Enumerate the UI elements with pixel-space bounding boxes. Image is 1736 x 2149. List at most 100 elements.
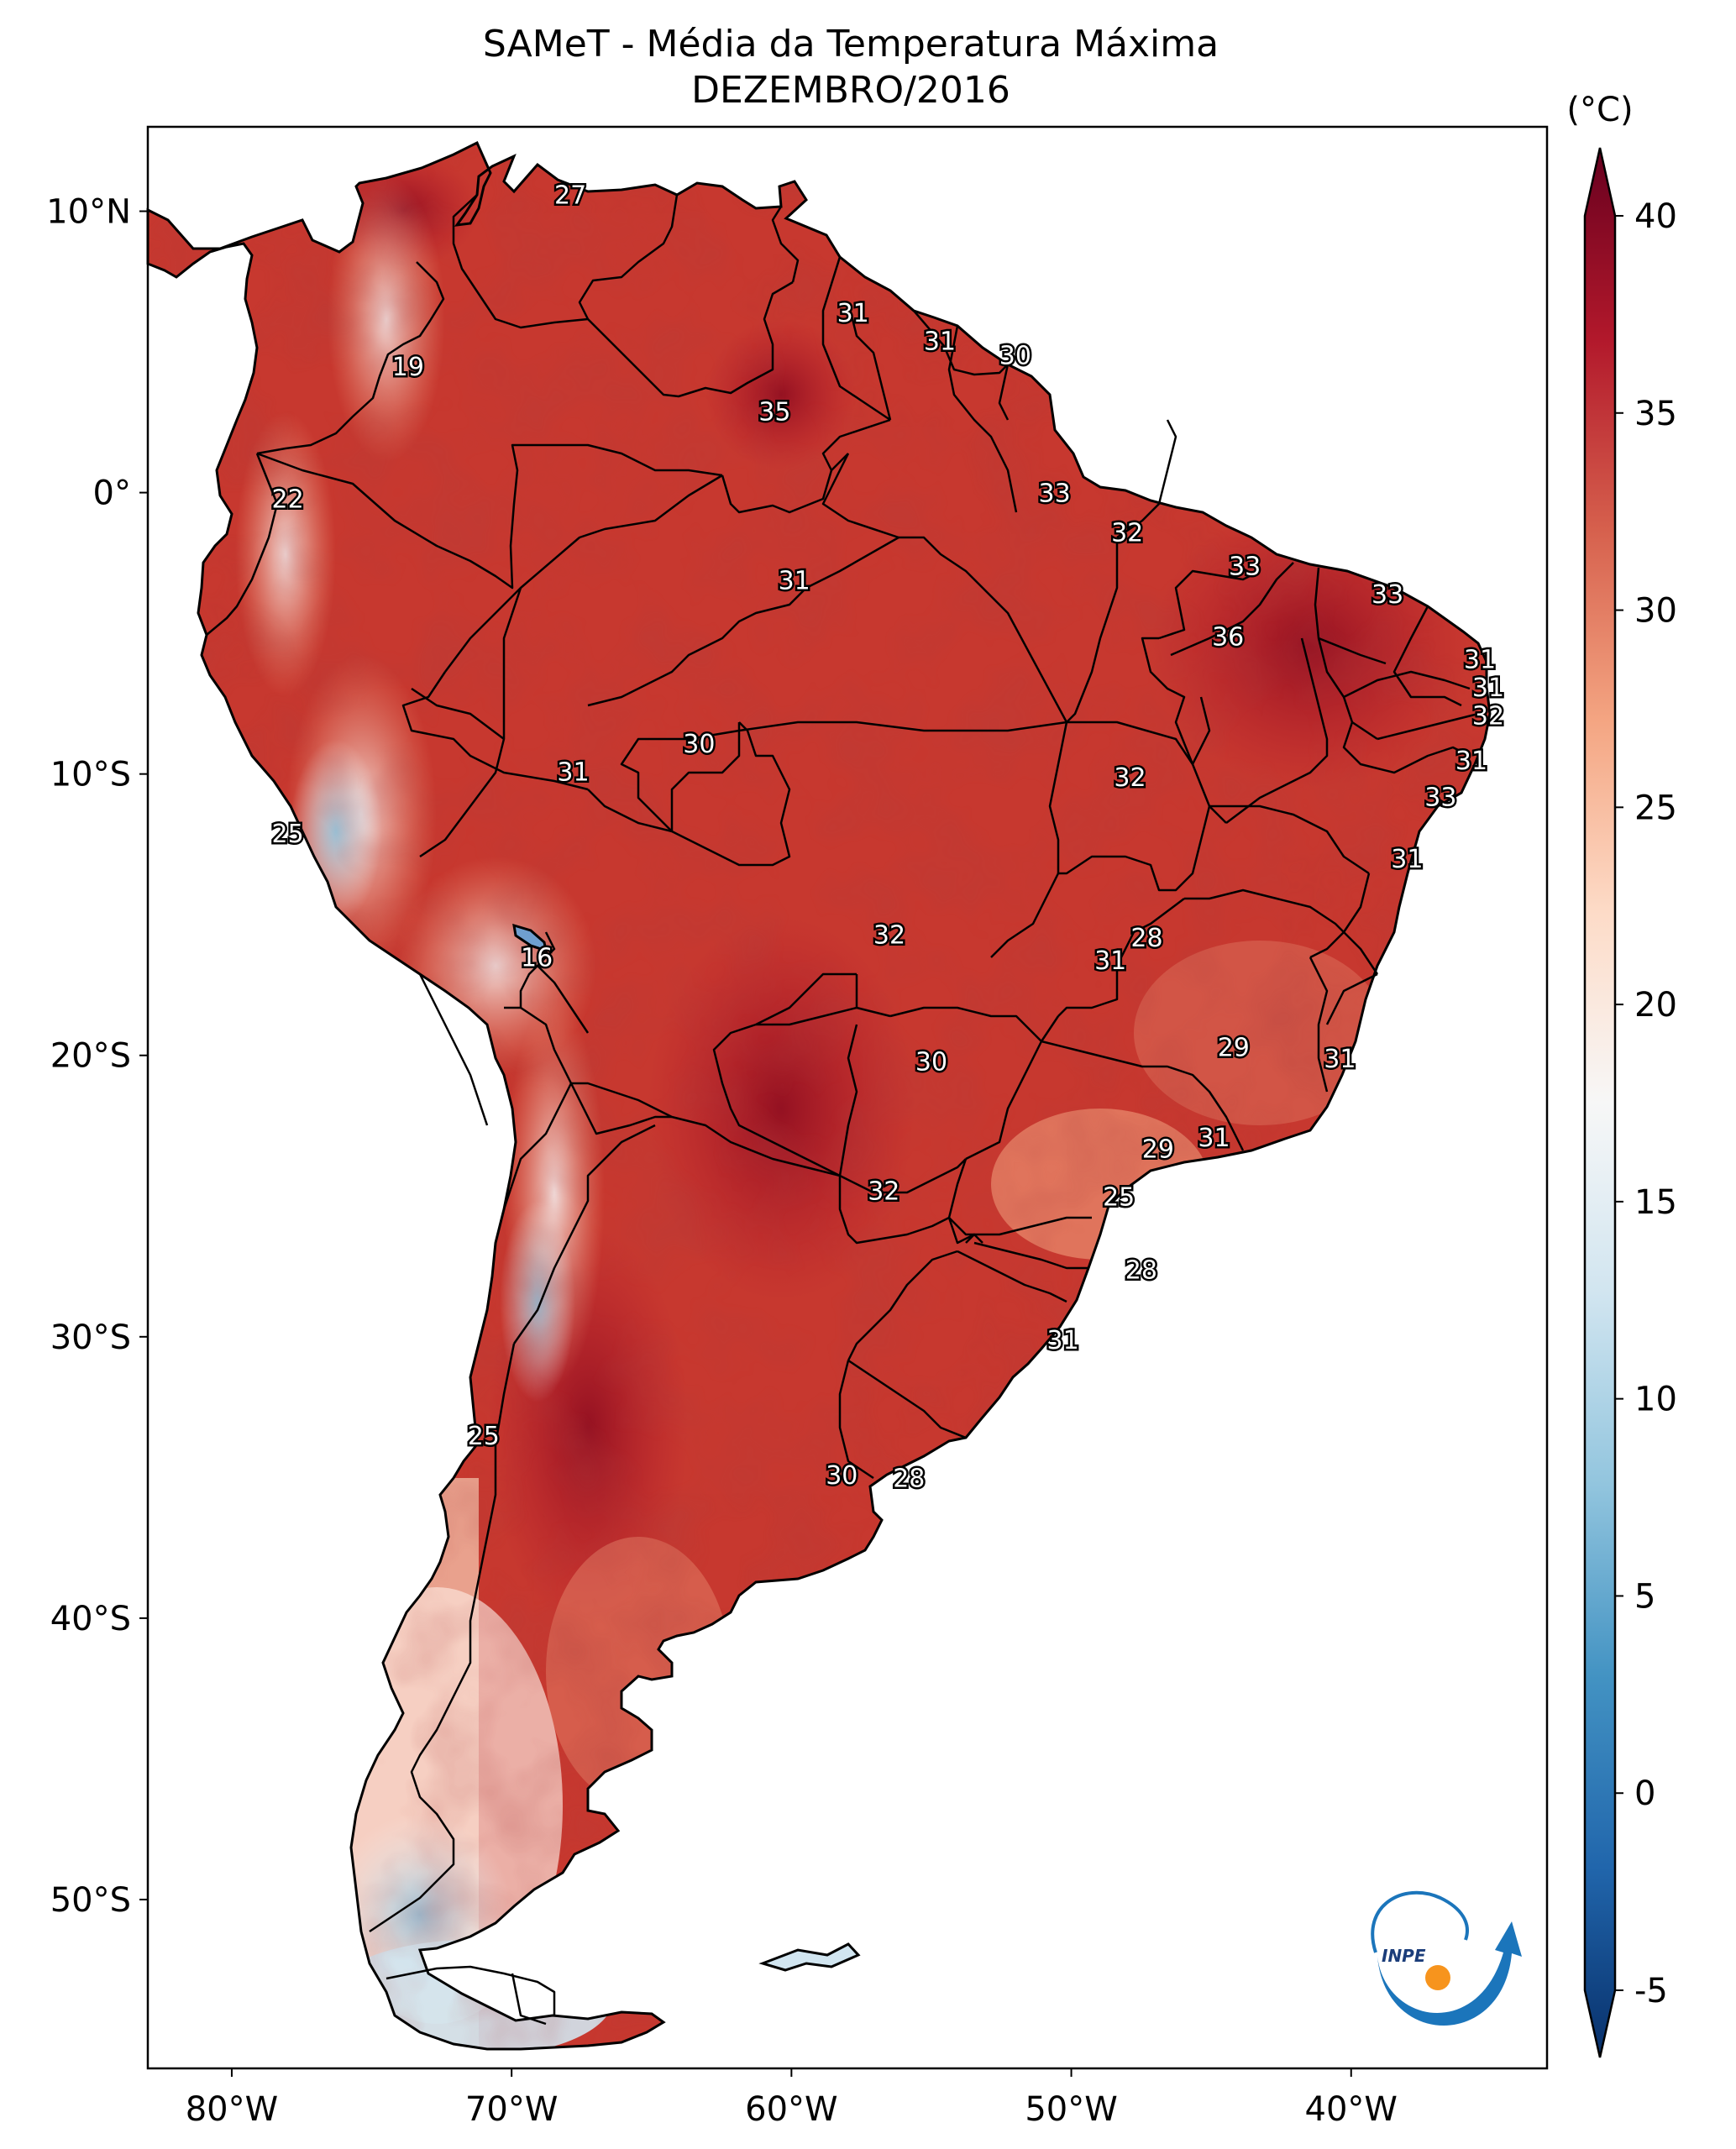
border-line [256, 443, 723, 590]
border-line [1318, 637, 1387, 665]
lat-tick-label: 10°N [46, 193, 131, 232]
lon-tick-label: 80°W [186, 2090, 278, 2129]
colorbar-tick-label: 25 [1634, 789, 1677, 827]
temperature-label: 32 [873, 921, 905, 951]
border-line [587, 536, 899, 707]
temperature-label: 30 [915, 1047, 947, 1077]
temperature-label: 31 [924, 328, 956, 357]
border-line [821, 418, 891, 471]
border-line [411, 687, 505, 740]
temperature-label: 16 [521, 944, 553, 973]
border-line [444, 474, 723, 673]
colorbar-tick-label: 30 [1634, 592, 1677, 631]
temperature-label: 33 [1229, 553, 1261, 582]
latitude-ticks: 10°N 0° 10°S 20°S 30°S 40°S 50°S [46, 193, 148, 1920]
temperature-label: 32 [1111, 519, 1143, 548]
border-line [838, 1176, 950, 1245]
border-line [1057, 898, 1185, 1017]
colorbar-ticks: -5 0 5 10 15 20 25 30 35 40 [1615, 197, 1677, 2010]
lon-tick-label: 60°W [745, 2090, 837, 2129]
border-line [1116, 419, 1177, 539]
temperature-label: 35 [758, 397, 790, 427]
border-line [947, 325, 1018, 513]
border-line [1067, 721, 1227, 824]
temperature-label: 25 [1103, 1182, 1135, 1212]
border-line [485, 1276, 494, 1311]
border-line [721, 453, 849, 514]
temperature-label: 32 [1114, 763, 1146, 793]
colorbar-bar [1583, 147, 1617, 2058]
border-line [511, 1973, 547, 2026]
temperature-label: 31 [1455, 747, 1487, 776]
border-line [670, 722, 741, 831]
temperature-label: 31 [1464, 645, 1496, 674]
border-line [1343, 670, 1471, 699]
temperature-label: 30 [999, 341, 1031, 370]
temperature-label: 29 [1218, 1034, 1250, 1063]
border-line [712, 1023, 841, 1177]
temperature-label: 28 [1125, 1255, 1157, 1285]
temperature-label: 31 [1472, 674, 1504, 703]
border-line [452, 194, 794, 398]
longitude-ticks: 80°W 70°W 60°W 50°W 40°W [186, 2068, 1398, 2129]
colorbar-tick-label: -5 [1634, 1972, 1668, 2010]
temperature-label: 33 [1371, 580, 1403, 610]
border-line [578, 194, 679, 320]
temperature-label: 31 [1324, 1045, 1356, 1074]
lat-tick-label: 30°S [50, 1318, 131, 1357]
colorbar-tick-label: 20 [1634, 986, 1677, 1025]
logo-sun-icon [1425, 1965, 1450, 1990]
colorbar-tick-label: 5 [1634, 1577, 1655, 1616]
border-line [948, 1216, 1092, 1236]
falklands-island [758, 1942, 861, 1972]
colorbar-tick-label: 15 [1634, 1183, 1677, 1222]
lon-tick-label: 50°W [1025, 2090, 1117, 2129]
colorbar-tick-label: 40 [1634, 197, 1677, 236]
border-line [889, 1006, 1042, 1042]
border-line [587, 721, 791, 867]
border-line [1041, 1040, 1245, 1151]
temperature-label: 33 [1039, 480, 1071, 509]
logo-swoosh-icon [1377, 1921, 1522, 2026]
lat-tick-label: 0° [93, 474, 131, 513]
country-state-borders [206, 194, 1479, 2026]
border-line [1392, 605, 1462, 707]
map-subtitle: DEZEMBRO/2016 [691, 69, 1010, 112]
lat-tick-label: 50°S [50, 1881, 131, 1920]
lat-tick-label: 40°S [50, 1600, 131, 1638]
border-line [512, 1124, 656, 1344]
temperature-label: 32 [868, 1177, 899, 1207]
lon-tick-label: 40°W [1305, 2090, 1398, 2129]
border-line [1191, 696, 1211, 765]
border-line [957, 1250, 1067, 1303]
border-line [838, 1024, 858, 1177]
border-line [419, 587, 522, 858]
border-line [569, 1082, 672, 1135]
temperature-label: 25 [468, 1422, 500, 1451]
colorbar-tick-label: 0 [1634, 1774, 1655, 1813]
temperature-label: 30 [683, 730, 715, 759]
border-line [519, 931, 556, 1008]
border-line [256, 261, 445, 455]
temperature-label: 31 [1391, 845, 1423, 874]
border-line [973, 1241, 1088, 1270]
border-line [965, 1015, 1060, 1161]
logo-orbit-icon [1371, 1890, 1469, 1953]
border-line [502, 1082, 573, 1210]
temperature-label: 36 [1212, 623, 1244, 653]
border-line [537, 965, 590, 1034]
border-line [771, 206, 800, 283]
border-line [821, 453, 899, 539]
border-line [821, 256, 891, 422]
border-line [1158, 569, 1261, 640]
temperature-label: 31 [779, 567, 810, 596]
border-line [899, 536, 1068, 723]
temperature-label: 32 [1472, 701, 1504, 731]
border-line [1184, 888, 1379, 975]
border-line [1209, 805, 1370, 875]
border-line [206, 453, 279, 636]
border-line [756, 1006, 891, 1026]
border-line [394, 956, 421, 976]
border-line [838, 1360, 874, 1480]
